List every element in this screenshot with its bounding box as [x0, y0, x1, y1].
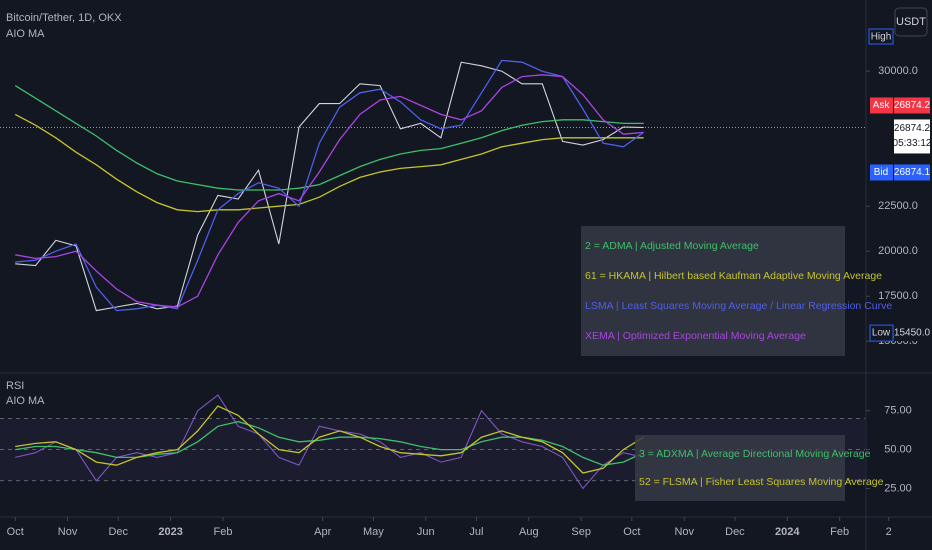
x-tick-label: Nov: [58, 526, 78, 538]
low-value-box: [894, 325, 930, 342]
x-tick-label: Oct: [623, 526, 640, 538]
high-label: High: [871, 32, 892, 43]
legend-box: [581, 226, 845, 356]
ma-line: [15, 59, 645, 312]
ma-line: [14, 113, 644, 213]
x-tick-label: 2024: [775, 526, 800, 538]
y-tick-label: 20000.0: [878, 245, 918, 257]
currency-button[interactable]: USDT: [894, 7, 928, 37]
chart-title: Bitcoin/Tether, 1D, OKX: [6, 12, 122, 24]
x-tick-label: Nov: [674, 526, 694, 538]
x-tick-label: Feb: [830, 526, 849, 538]
x-tick-label: 2: [886, 526, 892, 538]
ma-line: [15, 420, 644, 466]
indicator-name: AIO MA: [6, 395, 45, 407]
price-line: [15, 394, 644, 490]
ask-label: Ask: [873, 100, 891, 111]
x-tick-label: May: [363, 526, 384, 538]
ask-value: 26874.2: [894, 100, 931, 111]
legend-entry: LSMA | Least Squares Moving Average / Li…: [585, 300, 892, 312]
x-tick-label: 2023: [158, 526, 182, 538]
legend-entry: 3 = ADXMA | Average Directional Moving A…: [639, 448, 871, 460]
bid-tag: [870, 164, 893, 181]
x-tick-label: Oct: [7, 526, 24, 538]
x-tick-label: Jul: [469, 526, 483, 538]
x-tick-label: Feb: [214, 526, 233, 538]
x-tick-label: Dec: [725, 526, 745, 538]
rsi-title: RSI: [6, 380, 24, 392]
legend-entry: 52 = FLSMA | Fisher Least Squares Moving…: [639, 476, 884, 488]
low-value: 15450.0: [894, 328, 931, 339]
last-price-box: [894, 119, 930, 154]
ma-line: [15, 74, 644, 308]
ask-tag: [870, 97, 893, 114]
bid-label: Bid: [874, 167, 888, 178]
countdown: 05:33:12: [893, 138, 932, 149]
y-tick-label: 75.00: [884, 405, 912, 417]
ask-value-box: [894, 97, 930, 114]
ma-line: [15, 405, 645, 474]
currency[interactable]: USDT: [896, 16, 926, 28]
bid-value-box: [894, 164, 930, 181]
bid-value: 26874.1: [894, 167, 931, 178]
legend-box: [635, 435, 845, 501]
y-tick-label: 50.00: [884, 444, 912, 456]
x-tick-label: Jun: [417, 526, 435, 538]
indicator-name: AIO MA: [6, 28, 45, 40]
y-tick-label: 17500.0: [878, 290, 918, 302]
ma-line: [14, 85, 644, 191]
y-tick-label: 30000.0: [878, 65, 918, 77]
x-tick-label: Aug: [519, 526, 539, 538]
price-line: [15, 61, 644, 312]
x-tick-label: Sep: [571, 526, 591, 538]
low-label: Low: [872, 328, 891, 339]
y-tick-label: 22500.0: [878, 200, 918, 212]
x-tick-label: Apr: [314, 526, 331, 538]
y-tick-label: 25.00: [884, 482, 912, 494]
button-frame[interactable]: [894, 7, 928, 37]
high-tag: [868, 28, 894, 45]
legend-entry: 61 = HKAMA | Hilbert based Kaufman Adapt…: [585, 270, 882, 282]
last-price: 26874.2: [894, 123, 931, 134]
legend-entry: XEMA | Optimized Exponential Moving Aver…: [585, 330, 806, 342]
low-tag: [869, 324, 894, 342]
x-tick-label: Dec: [108, 526, 128, 538]
legend-entry: 2 = ADMA | Adjusted Moving Average: [585, 240, 759, 252]
